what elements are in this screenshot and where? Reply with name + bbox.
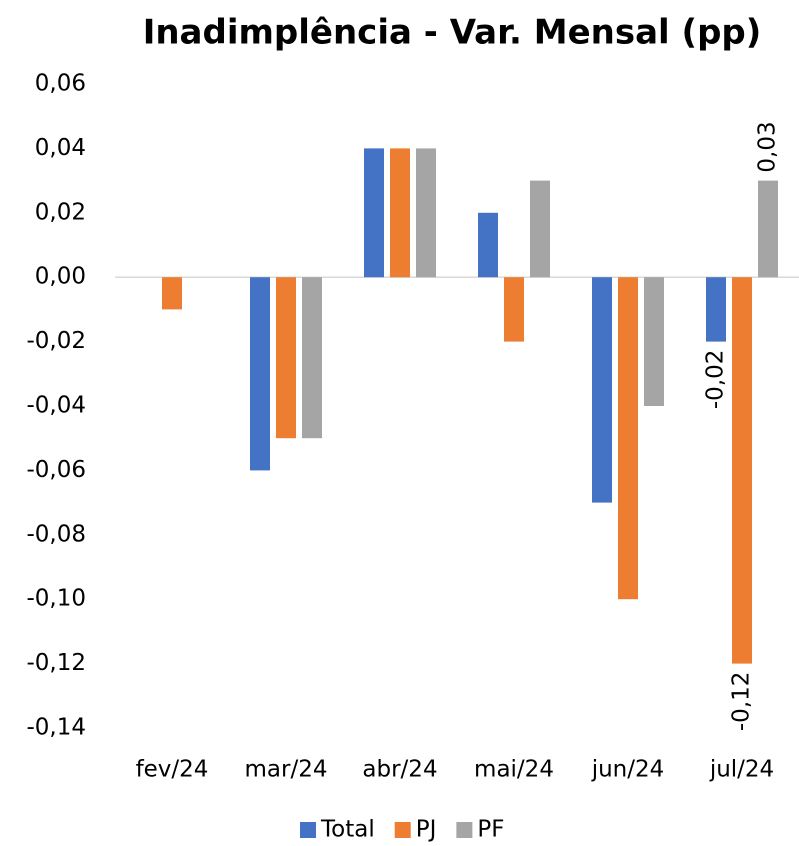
x-tick-label: abr/24	[362, 757, 437, 783]
bar	[276, 277, 296, 439]
y-tick-label: -0,08	[26, 521, 86, 547]
y-tick-label: 0,02	[35, 199, 86, 225]
bar	[530, 180, 550, 278]
bar	[250, 277, 270, 471]
x-tick-label: jun/24	[591, 757, 665, 783]
y-tick-label: -0,04	[26, 393, 86, 419]
chart-title: Inadimplência - Var. Mensal (pp)	[143, 13, 762, 53]
y-tick-label: 0,06	[35, 71, 86, 97]
bar	[732, 277, 752, 664]
legend-swatch	[456, 822, 473, 838]
y-tick-label: -0,10	[26, 586, 86, 612]
bar	[302, 277, 322, 439]
legend-label: PF	[477, 817, 504, 843]
data-label: -0,12	[729, 672, 755, 732]
bar	[478, 212, 498, 278]
data-label: -0,02	[703, 350, 729, 410]
bar	[706, 277, 726, 342]
x-tick-label: mai/24	[474, 757, 554, 783]
x-tick-label: jul/24	[709, 757, 774, 783]
y-tick-label: -0,14	[26, 715, 86, 741]
legend-label: PJ	[416, 817, 437, 843]
y-tick-label: 0,04	[35, 135, 86, 161]
legend-label: Total	[320, 817, 375, 843]
y-tick-label: -0,02	[26, 328, 86, 354]
bar	[644, 277, 664, 406]
legend-swatch	[300, 822, 316, 838]
bar	[504, 277, 524, 342]
x-tick-label: mar/24	[245, 757, 328, 783]
bar	[162, 277, 182, 310]
bar	[592, 277, 612, 503]
bar	[758, 180, 778, 278]
y-tick-label: -0,06	[26, 457, 86, 483]
x-tick-label: fev/24	[136, 757, 209, 783]
bar	[390, 148, 410, 278]
y-tick-label: -0,12	[26, 650, 86, 676]
bar	[364, 148, 384, 278]
y-tick-label: 0,00	[35, 264, 86, 290]
bar	[416, 148, 436, 278]
data-label: 0,03	[755, 121, 781, 172]
bar	[618, 277, 638, 600]
legend-swatch	[394, 822, 411, 838]
